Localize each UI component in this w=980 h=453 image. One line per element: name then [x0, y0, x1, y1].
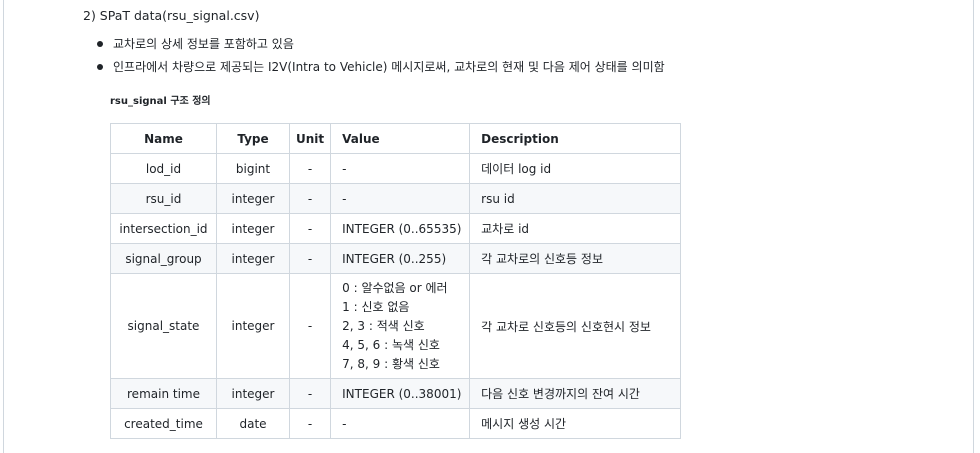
table-row: remain time integer - INTEGER (0..38001)… — [110, 378, 682, 409]
cell-unit: - — [288, 273, 332, 379]
cell-type: bigint — [216, 153, 290, 184]
signal-state-line: 0 : 알수없음 or 에러 — [342, 280, 448, 295]
table-row: signal_state integer - 0 : 알수없음 or 에러 1 … — [110, 273, 682, 379]
header-type: Type — [216, 123, 290, 154]
cell-unit: - — [288, 408, 332, 439]
table-row: rsu_id integer - - rsu id — [110, 183, 682, 214]
cell-unit: - — [288, 243, 332, 274]
bullet-dot-icon — [97, 41, 103, 47]
header-name: Name — [110, 123, 217, 154]
cell-description: 각 교차로 신호등의 신호현시 정보 — [469, 273, 682, 379]
cell-unit: - — [288, 153, 332, 184]
cell-type: integer — [216, 378, 290, 409]
header-unit: Unit — [288, 123, 332, 154]
content-frame — [3, 0, 974, 453]
header-description: Description — [469, 123, 682, 154]
cell-type: integer — [216, 213, 290, 244]
cell-value: INTEGER (0..255) — [330, 243, 471, 274]
cell-value: - — [330, 153, 471, 184]
cell-description: rsu id — [469, 183, 682, 214]
cell-description: 교차로 id — [469, 213, 682, 244]
cell-value: INTEGER (0..38001) — [330, 378, 471, 409]
header-value: Value — [330, 123, 471, 154]
cell-name: created_time — [110, 408, 217, 439]
cell-name: remain time — [110, 378, 217, 409]
bullet-dot-icon — [97, 64, 103, 70]
signal-state-line: 2, 3 : 적색 신호 — [342, 318, 425, 333]
cell-value: - — [330, 408, 471, 439]
section-heading: 2) SPaT data(rsu_signal.csv) — [83, 8, 260, 23]
table-row: signal_group integer - INTEGER (0..255) … — [110, 243, 682, 274]
cell-name: rsu_id — [110, 183, 217, 214]
cell-name: signal_state — [110, 273, 217, 379]
cell-type: date — [216, 408, 290, 439]
bullet-text: 교차로의 상세 정보를 포함하고 있음 — [113, 37, 294, 51]
cell-type: integer — [216, 243, 290, 274]
table-header-row: Name Type Unit Value Description — [110, 123, 682, 154]
cell-value: - — [330, 183, 471, 214]
cell-value-multiline: 0 : 알수없음 or 에러 1 : 신호 없음 2, 3 : 적색 신호 4,… — [330, 273, 471, 379]
table-row: lod_id bigint - - 데이터 log id — [110, 153, 682, 184]
signal-state-line: 1 : 신호 없음 — [342, 299, 410, 314]
schema-table: Name Type Unit Value Description lod_id … — [110, 123, 682, 439]
bullet-item: 인프라에서 차량으로 제공되는 I2V(Intra to Vehicle) 메시… — [97, 58, 665, 81]
cell-name: intersection_id — [110, 213, 217, 244]
table-row: created_time date - - 메시지 생성 시간 — [110, 408, 682, 439]
cell-description: 다음 신호 변경까지의 잔여 시간 — [469, 378, 682, 409]
cell-unit: - — [288, 183, 332, 214]
cell-type: integer — [216, 273, 290, 379]
cell-type: integer — [216, 183, 290, 214]
cell-description: 각 교차로의 신호등 정보 — [469, 243, 682, 274]
cell-name: signal_group — [110, 243, 217, 274]
cell-name: lod_id — [110, 153, 217, 184]
cell-unit: - — [288, 378, 332, 409]
cell-value: INTEGER (0..65535) — [330, 213, 471, 244]
table-row: intersection_id integer - INTEGER (0..65… — [110, 213, 682, 244]
signal-state-line: 4, 5, 6 : 녹색 신호 — [342, 337, 440, 352]
bullet-item: 교차로의 상세 정보를 포함하고 있음 — [97, 35, 665, 58]
cell-description: 메시지 생성 시간 — [469, 408, 682, 439]
bullet-text: 인프라에서 차량으로 제공되는 I2V(Intra to Vehicle) 메시… — [113, 60, 665, 74]
table-caption: rsu_signal 구조 정의 — [110, 96, 211, 107]
cell-unit: - — [288, 213, 332, 244]
bullet-list: 교차로의 상세 정보를 포함하고 있음 인프라에서 차량으로 제공되는 I2V(… — [97, 35, 665, 81]
cell-description: 데이터 log id — [469, 153, 682, 184]
signal-state-line: 7, 8, 9 : 황색 신호 — [342, 356, 440, 371]
